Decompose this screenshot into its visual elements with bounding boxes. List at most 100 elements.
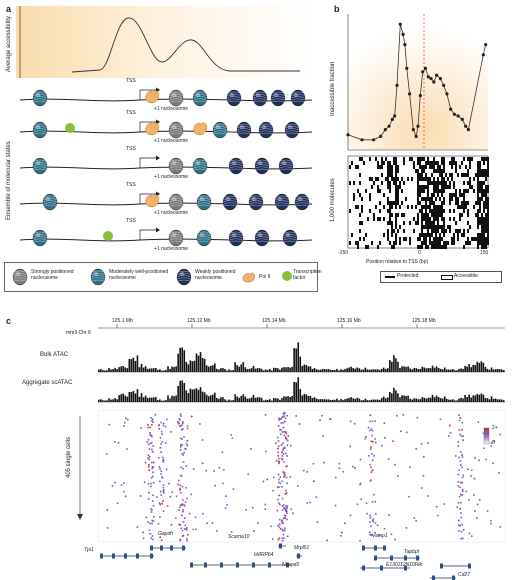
cell-fragment: [162, 510, 165, 512]
cell-fragment: [371, 469, 374, 471]
signal-bar: [285, 396, 287, 402]
heatmap-cell: [429, 233, 431, 237]
data-point: [464, 124, 468, 128]
signal-bar: [472, 364, 475, 372]
heatmap-cell: [419, 189, 421, 193]
heatmap-cell: [437, 177, 439, 181]
signal-bar: [435, 366, 438, 372]
cell-fragment: [275, 459, 278, 462]
heatmap-cell: [387, 221, 389, 225]
signal-bar: [177, 385, 179, 402]
signal-bar: [285, 367, 287, 372]
heatmap-cell: [417, 157, 419, 161]
cell-fragment: [476, 517, 478, 519]
heatmap-cell: [397, 193, 399, 197]
gene-model: [150, 545, 186, 551]
heatmap-cell: [459, 165, 461, 169]
signal-bar: [138, 396, 141, 402]
cell-fragment: [394, 463, 396, 466]
signal-bar: [484, 397, 487, 402]
heatmap-cell: [437, 225, 439, 229]
heatmap-cell: [451, 173, 453, 177]
cell-fragment: [470, 469, 473, 472]
cell-fragment: [290, 508, 293, 510]
heatmap-cell: [479, 165, 481, 169]
heatmap-cell: [477, 237, 479, 241]
cell-fragment: [277, 447, 279, 450]
signal-bar: [216, 368, 218, 372]
heatmap-cell: [429, 221, 431, 225]
signal-bar: [209, 395, 212, 402]
cell-fragment: [381, 444, 383, 447]
heatmap-cell: [393, 177, 395, 181]
cell-fragment: [370, 466, 372, 468]
cell-fragment: [230, 531, 233, 533]
heatmap-cell: [389, 165, 391, 169]
cell-fragment: [139, 495, 142, 497]
gene-vamp1: Vamp1: [372, 533, 388, 539]
cell-fragment: [279, 428, 281, 431]
cell-fragment: [468, 532, 471, 535]
cell-fragment: [370, 428, 373, 430]
heatmap-cell: [423, 213, 425, 217]
cell-fragment: [459, 451, 462, 453]
cell-fragment: [159, 490, 162, 493]
weak-nucleosome-icon: [254, 157, 270, 175]
signal-bar: [183, 382, 186, 402]
cell-fragment: [184, 524, 187, 527]
cell-fragment: [312, 462, 315, 465]
heatmap-cell: [441, 229, 443, 233]
cell-fragment: [282, 517, 285, 520]
cell-fragment: [284, 417, 287, 419]
cell-fragment: [465, 490, 468, 493]
heatmap-cell: [417, 177, 419, 181]
cell-fragment: [490, 442, 493, 444]
signal-bar: [409, 398, 411, 402]
signal-bar: [334, 399, 336, 402]
heatmap-cell: [437, 185, 439, 189]
cell-fragment: [106, 509, 109, 511]
cell-fragment: [447, 435, 450, 437]
heatmap-cell: [429, 225, 431, 229]
signal-bar: [502, 400, 505, 402]
cell-fragment: [149, 532, 151, 535]
heatmap-cell: [487, 169, 489, 173]
cell-fragment: [306, 471, 309, 473]
cell-fragment: [179, 419, 181, 421]
heatmap-cell: [427, 225, 429, 229]
cell-fragment: [278, 523, 281, 526]
signal-bar: [364, 398, 367, 402]
heatmap-cell: [487, 185, 489, 189]
cell-fragment: [467, 468, 469, 471]
heatmap-cell: [379, 189, 381, 193]
cell-fragment: [150, 435, 153, 437]
signal-bar: [167, 395, 169, 402]
heatmap-cell: [483, 209, 485, 213]
heatmap-cell: [433, 245, 435, 249]
signal-bar: [295, 348, 297, 372]
cell-fragment: [374, 513, 377, 515]
signal-bar: [185, 390, 188, 402]
cell-fragment: [151, 418, 154, 421]
cell-fragment: [459, 507, 462, 510]
b-xtick-neg: -150: [338, 250, 349, 256]
heatmap-cell: [481, 181, 483, 185]
colorbar-bottom-label: 0: [492, 440, 495, 446]
signal-bar: [305, 365, 308, 372]
heatmap-cell: [485, 177, 487, 181]
heatmap-cell: [445, 241, 447, 245]
heatmap-cell: [473, 177, 475, 181]
cell-fragment: [276, 486, 279, 489]
cell-fragment: [264, 508, 267, 511]
heatmap-cell: [359, 157, 361, 161]
cell-fragment: [458, 519, 460, 522]
signal-bar: [279, 399, 281, 402]
moderate-nucleosome-icon: [32, 157, 48, 175]
signal-bar: [152, 368, 155, 372]
cell-fragment: [152, 504, 155, 507]
heatmap-cell: [441, 205, 443, 209]
signal-bar: [270, 370, 273, 372]
signal-bar: [293, 348, 295, 372]
cell-fragment: [179, 506, 181, 509]
heatmap-cell: [441, 245, 443, 249]
